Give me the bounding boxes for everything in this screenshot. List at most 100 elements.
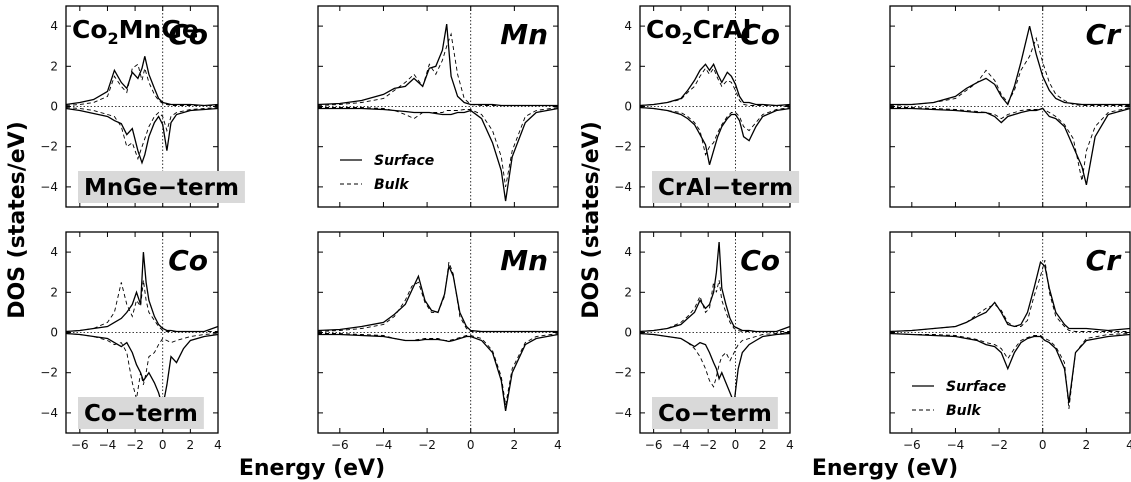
y-tick-label: 4 [50,19,58,33]
termination-label-box: Co−term [652,397,778,429]
y-tick-label: 0 [624,326,632,340]
x-tick-label: −2 [418,438,436,452]
y-tick-label: −4 [40,406,58,420]
x-tick-label: 4 [1126,438,1131,452]
bulk-spin-up-line [65,280,218,332]
x-tick-label: 2 [759,438,767,452]
bulk-spin-up-line [889,259,1130,332]
compound-label: Co2CrAl [646,15,751,48]
y-tick-label: −2 [40,140,58,154]
x-axis-title: Energy (eV) [239,456,385,481]
termination-label-box: MnGe−term [78,171,245,203]
termination-label: Co−term [658,401,772,427]
bulk-spin-down-line [890,107,1131,181]
surface-spin-up-line [890,25,1130,106]
y-axis-title: DOS (states/eV) [579,121,604,319]
surface-spin-up-line [65,56,219,107]
surface-spin-up-line [65,252,219,333]
y-tick-label: −4 [40,180,58,194]
legend-bulk-label: Bulk [374,177,410,193]
x-tick-label: 4 [554,438,562,452]
surface-spin-down-line [65,107,219,165]
element-label: Cr [1086,244,1123,277]
surface-spin-down-line [890,107,1131,186]
x-tick-label: −2 [990,438,1008,452]
element-label: Co [168,244,208,277]
surface-spin-down-line [65,332,219,408]
legend-surface-label: Surface [946,379,1006,395]
termination-label-background [78,397,204,429]
y-tick-label: −4 [614,180,632,194]
surface-spin-down-line [318,333,559,412]
bulk-spin-up-line [65,63,218,106]
bulk-spin-down-line [639,333,790,388]
x-tick-label: −4 [672,438,690,452]
y-tick-label: 4 [624,245,632,259]
surface-spin-down-line [889,332,1131,403]
termination-label-box: Co−term [78,397,204,429]
x-tick-label: −4 [947,438,965,452]
termination-label-background [78,171,245,203]
x-tick-label: −4 [375,438,393,452]
termination-label-background [652,171,800,203]
dos-panel-co: −4 −2 0 2 4 Co CrAl−term [614,5,800,208]
y-tick-label: 2 [624,285,632,299]
x-tick-label: 0 [732,438,740,452]
y-tick-label: −2 [614,140,632,154]
y-tick-label: 2 [624,59,632,73]
y-tick-label: 4 [50,245,58,259]
surface-spin-up-line [889,260,1131,333]
dos-panel-cr: −6 −4 −2 0 2 4 Cr Surface Bulk [889,231,1131,452]
legend-surface-label: Surface [374,153,434,169]
element-label: Cr [1086,18,1123,51]
termination-label: CrAl−term [658,175,793,201]
x-tick-label: 0 [1039,438,1047,452]
bulk-spin-down-line [65,333,219,399]
surface-spin-up-line [317,263,558,333]
y-tick-label: 0 [50,100,58,114]
bulk-spin-down-line [639,107,791,157]
dos-panel-co: −6 −4 −2 0 2 4 −4 −2 0 2 4 Co Co−term [40,231,222,452]
x-tick-label: 2 [511,438,519,452]
x-tick-label: 0 [159,438,167,452]
termination-label: MnGe−term [84,175,239,201]
x-tick-label: −4 [99,438,117,452]
dos-panel-co: −6 −4 −2 0 2 4 −4 −2 0 2 4 Co Co−term [614,231,794,452]
x-tick-label: 2 [1083,438,1091,452]
bulk-spin-down-line [65,107,219,161]
legend-bulk-label: Bulk [946,403,982,419]
x-tick-label: 2 [187,438,195,452]
element-label: Co [168,18,208,51]
bulk-spin-up-line [639,67,790,106]
dos-panel-cr: Cr [889,5,1131,208]
surface-spin-down-line [639,106,791,165]
bulk-spin-down-line [318,107,559,187]
x-tick-label: −6 [903,438,921,452]
x-tick-label: 4 [786,438,794,452]
dos-panel-co: −4 −2 0 2 4 Co MnGe−term [40,5,245,208]
compound-label: Co2MnGe [72,15,199,48]
bulk-spin-up-line [639,280,790,332]
dos-panel-mn: Mn Surface Bulk [317,5,559,208]
surface-spin-down-line [639,332,791,404]
x-tick-label: −6 [645,438,663,452]
x-axis-title: Energy (eV) [812,456,958,481]
surface-spin-up-line [639,242,791,333]
termination-label-background [652,397,778,429]
y-tick-label: 4 [624,19,632,33]
y-tick-label: −4 [614,406,632,420]
termination-label: Co−term [84,401,198,427]
bulk-spin-down-line [318,333,559,405]
y-tick-label: 2 [50,285,58,299]
y-axis-title: DOS (states/eV) [5,121,30,319]
element-label: Co [740,244,780,277]
element-label: Mn [500,18,548,51]
element-label: Mn [500,244,548,277]
surface-spin-down-line [318,107,559,202]
x-tick-label: −6 [71,438,89,452]
y-tick-label: −2 [614,366,632,380]
y-tick-label: 2 [50,59,58,73]
x-tick-label: −6 [331,438,349,452]
element-label: Co [740,18,780,51]
